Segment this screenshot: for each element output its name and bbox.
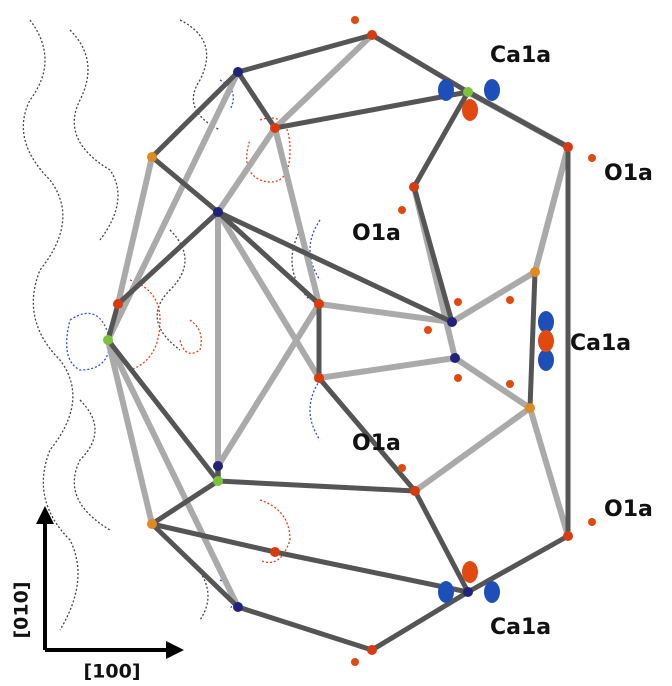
bond bbox=[414, 92, 468, 187]
atom bbox=[314, 299, 324, 309]
contour bbox=[23, 20, 78, 630]
ellipsoid bbox=[484, 581, 500, 603]
bond bbox=[535, 147, 568, 272]
atom bbox=[454, 374, 462, 382]
atom-label: O1a bbox=[352, 431, 401, 456]
ellipsoid bbox=[538, 349, 554, 371]
atom bbox=[506, 380, 514, 388]
atom bbox=[398, 206, 406, 214]
atom bbox=[563, 531, 573, 541]
atom bbox=[270, 123, 280, 133]
atom bbox=[398, 464, 406, 472]
arrowhead bbox=[36, 506, 54, 524]
atom bbox=[463, 87, 473, 97]
ellipsoid bbox=[462, 99, 478, 121]
density-contours bbox=[23, 20, 320, 630]
atom bbox=[367, 30, 377, 40]
atom bbox=[103, 335, 113, 345]
arrowhead bbox=[166, 641, 184, 659]
atom bbox=[367, 645, 377, 655]
atom bbox=[314, 373, 324, 383]
bond bbox=[152, 524, 238, 607]
atom bbox=[530, 267, 540, 277]
atom bbox=[588, 518, 596, 526]
contour bbox=[130, 118, 290, 563]
atom bbox=[233, 67, 243, 77]
atom bbox=[447, 317, 457, 327]
atom bbox=[351, 16, 359, 24]
atom bbox=[233, 602, 243, 612]
bond bbox=[415, 491, 468, 592]
bond bbox=[152, 157, 218, 212]
atom bbox=[424, 326, 432, 334]
bond bbox=[152, 481, 218, 524]
bond bbox=[275, 552, 468, 592]
atom bbox=[213, 207, 223, 217]
bond bbox=[372, 592, 468, 650]
atom bbox=[588, 154, 596, 162]
atom-label: Ca1a bbox=[490, 615, 551, 640]
bond bbox=[152, 524, 275, 552]
atom bbox=[147, 152, 157, 162]
atom bbox=[454, 298, 462, 306]
ellipsoid bbox=[538, 330, 554, 352]
atom bbox=[113, 299, 123, 309]
atom bbox=[450, 353, 460, 363]
bond bbox=[468, 536, 568, 592]
atom bbox=[506, 296, 514, 304]
atom bbox=[463, 587, 473, 597]
bond bbox=[414, 187, 452, 322]
atom bbox=[270, 547, 280, 557]
bond bbox=[530, 408, 568, 536]
bond bbox=[319, 358, 455, 378]
bond bbox=[218, 304, 319, 466]
bond bbox=[238, 607, 372, 650]
bond bbox=[530, 272, 535, 408]
atom bbox=[410, 486, 420, 496]
ellipsoid bbox=[538, 311, 554, 333]
atom-label: O1a bbox=[604, 497, 653, 522]
atom bbox=[213, 461, 223, 471]
atom-label: O1a bbox=[352, 221, 401, 246]
bond bbox=[118, 212, 218, 304]
bond bbox=[455, 358, 530, 408]
ellipsoid bbox=[484, 79, 500, 101]
axis-label: [100] bbox=[83, 661, 140, 683]
bond bbox=[468, 92, 568, 147]
ellipsoid bbox=[438, 79, 454, 101]
bond bbox=[372, 35, 468, 92]
ellipsoid bbox=[438, 581, 454, 603]
atom bbox=[525, 403, 535, 413]
bond bbox=[452, 272, 535, 322]
contour bbox=[70, 30, 118, 530]
bond bbox=[218, 481, 415, 491]
bond bbox=[275, 128, 319, 304]
atom bbox=[409, 182, 419, 192]
atom bbox=[213, 476, 223, 486]
bond bbox=[238, 72, 275, 128]
bonds bbox=[108, 35, 568, 650]
bond bbox=[152, 72, 238, 157]
atom-label: Ca1a bbox=[570, 331, 631, 356]
axis-arrows bbox=[36, 506, 184, 659]
atom-label: O1a bbox=[604, 161, 653, 186]
structure-figure: [010] [100] Ca1a Ca1a Ca1a O1a O1a O1a O… bbox=[0, 0, 672, 686]
bond bbox=[218, 128, 275, 212]
atom bbox=[147, 519, 157, 529]
atom bbox=[563, 142, 573, 152]
atom-label: Ca1a bbox=[490, 43, 551, 68]
bond bbox=[415, 408, 530, 491]
axis-label: [010] bbox=[11, 581, 33, 638]
ellipsoid bbox=[462, 561, 478, 583]
atom bbox=[351, 658, 359, 666]
